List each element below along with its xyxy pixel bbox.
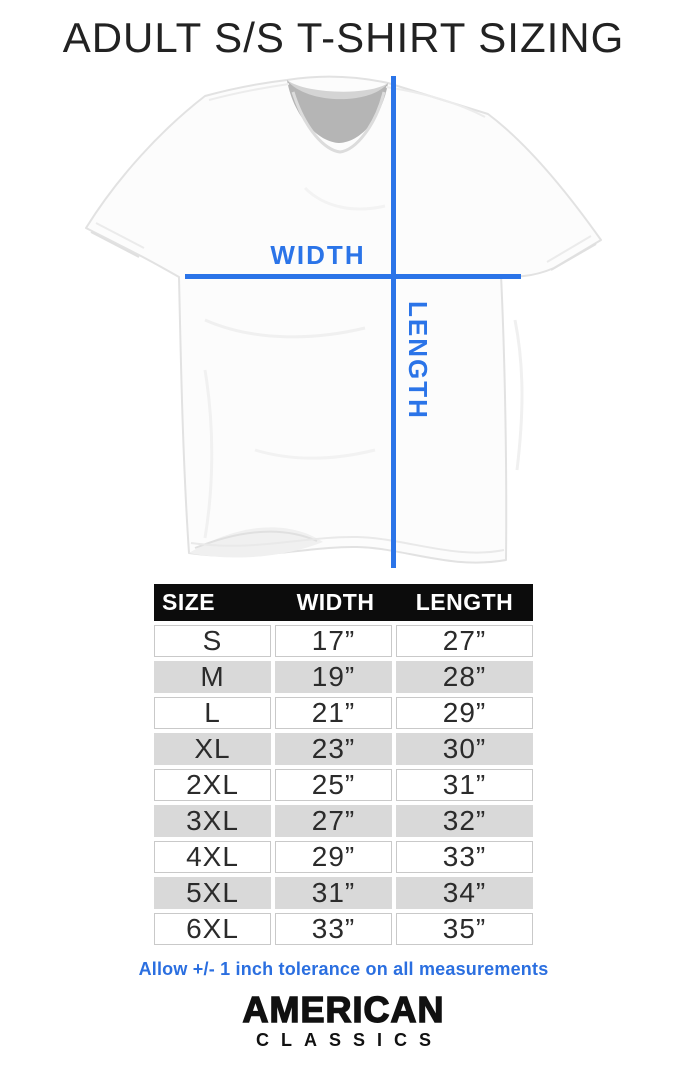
table-row: L 21” 29” bbox=[154, 697, 533, 729]
table-row: XL 23” 30” bbox=[154, 733, 533, 765]
length-cell: 27” bbox=[396, 625, 533, 657]
width-cell: 17” bbox=[275, 625, 392, 657]
table-row: M 19” 28” bbox=[154, 661, 533, 693]
size-table: SIZE WIDTH LENGTH S 17” 27” M 19” 28” L … bbox=[154, 584, 533, 945]
table-row: 3XL 27” 32” bbox=[154, 805, 533, 837]
table-row: 2XL 25” 31” bbox=[154, 769, 533, 801]
width-cell: 31” bbox=[275, 877, 392, 909]
length-label: LENGTH bbox=[403, 301, 433, 420]
brand-name-primary: AMERICAN bbox=[242, 989, 445, 1030]
length-cell: 33” bbox=[396, 841, 533, 873]
table-row: 6XL 33” 35” bbox=[154, 913, 533, 945]
length-cell: 35” bbox=[396, 913, 533, 945]
tshirt-illustration bbox=[85, 75, 602, 564]
table-row: 4XL 29” 33” bbox=[154, 841, 533, 873]
length-cell: 34” bbox=[396, 877, 533, 909]
column-header-width: WIDTH bbox=[296, 589, 375, 615]
size-cell: 2XL bbox=[154, 769, 271, 801]
table-row: 5XL 31” 34” bbox=[154, 877, 533, 909]
length-cell: 32” bbox=[396, 805, 533, 837]
width-cell: 21” bbox=[275, 697, 392, 729]
column-header-length: LENGTH bbox=[415, 589, 514, 615]
width-cell: 29” bbox=[275, 841, 392, 873]
size-cell: XL bbox=[154, 733, 271, 765]
width-cell: 27” bbox=[275, 805, 392, 837]
length-cell: 30” bbox=[396, 733, 533, 765]
tolerance-note: Allow +/- 1 inch tolerance on all measur… bbox=[138, 959, 549, 979]
width-cell: 33” bbox=[275, 913, 392, 945]
page-title: ADULT S/S T-SHIRT SIZING bbox=[62, 14, 625, 61]
size-table-body: S 17” 27” M 19” 28” L 21” 29” XL 23” 30”… bbox=[154, 625, 533, 945]
tshirt-diagram bbox=[55, 70, 630, 575]
brand-name-secondary: CLASSICS bbox=[255, 1030, 443, 1050]
table-row: S 17” 27” bbox=[154, 625, 533, 657]
brand-logo: AMERICAN CLASSICS bbox=[0, 989, 687, 1050]
size-cell: 6XL bbox=[154, 913, 271, 945]
size-cell: S bbox=[154, 625, 271, 657]
width-cell: 23” bbox=[275, 733, 392, 765]
column-header-size: SIZE bbox=[162, 589, 216, 615]
length-cell: 31” bbox=[396, 769, 533, 801]
width-cell: 19” bbox=[275, 661, 392, 693]
size-cell: 4XL bbox=[154, 841, 271, 873]
size-cell: 3XL bbox=[154, 805, 271, 837]
size-cell: L bbox=[154, 697, 271, 729]
size-table-header: SIZE WIDTH LENGTH bbox=[154, 584, 533, 621]
length-cell: 28” bbox=[396, 661, 533, 693]
length-measure-line bbox=[391, 76, 396, 568]
size-cell: M bbox=[154, 661, 271, 693]
width-label: WIDTH bbox=[270, 240, 366, 270]
width-measure-line bbox=[185, 274, 521, 279]
length-cell: 29” bbox=[396, 697, 533, 729]
size-cell: 5XL bbox=[154, 877, 271, 909]
width-cell: 25” bbox=[275, 769, 392, 801]
